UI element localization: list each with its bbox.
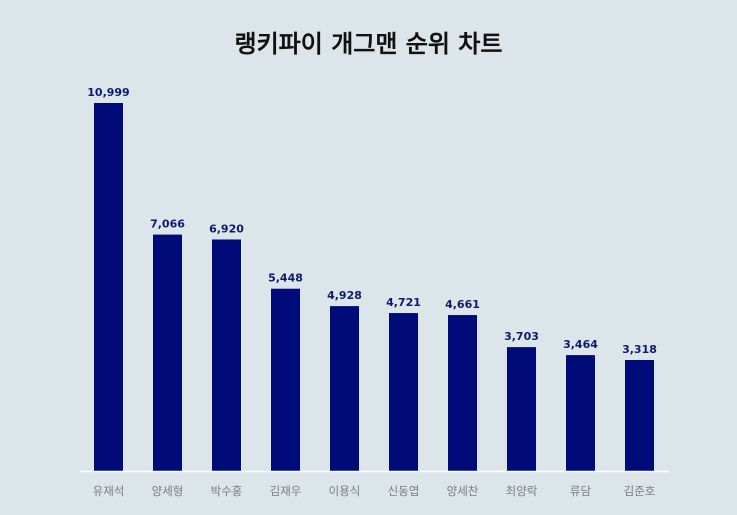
value-label-4: 5,448	[268, 272, 303, 285]
bar-3	[212, 239, 241, 471]
bar-1	[94, 103, 123, 471]
bar-8	[507, 347, 536, 471]
category-label-1: 유재석	[93, 484, 125, 498]
category-label-4: 김재우	[270, 484, 302, 498]
value-label-5: 4,928	[327, 289, 362, 302]
value-label-8: 3,703	[504, 330, 539, 343]
category-label-5: 이용식	[329, 484, 361, 498]
category-label-10: 김준호	[624, 484, 656, 498]
category-label-9: 류담	[570, 484, 592, 498]
category-label-3: 박수홍	[211, 484, 243, 498]
value-label-9: 3,464	[563, 338, 598, 351]
value-label-10: 3,318	[622, 343, 657, 356]
value-label-3: 6,920	[209, 222, 244, 235]
bar-2	[153, 234, 182, 471]
value-label-2: 7,066	[150, 218, 185, 231]
bar-9	[566, 355, 595, 471]
value-label-1: 10,999	[87, 86, 129, 99]
category-label-2: 양세형	[152, 484, 184, 498]
bar-4	[271, 288, 300, 471]
bar-5	[330, 306, 359, 471]
bar-6	[389, 313, 418, 471]
bar-7	[448, 315, 477, 471]
category-label-8: 최양락	[506, 484, 538, 498]
value-label-7: 4,661	[445, 298, 480, 311]
category-label-7: 양세찬	[447, 484, 479, 498]
bar-10	[625, 359, 654, 471]
chart-title: 랭키파이 개그맨 순위 차트	[234, 30, 503, 58]
value-label-6: 4,721	[386, 296, 421, 309]
category-label-6: 신동엽	[388, 484, 420, 498]
